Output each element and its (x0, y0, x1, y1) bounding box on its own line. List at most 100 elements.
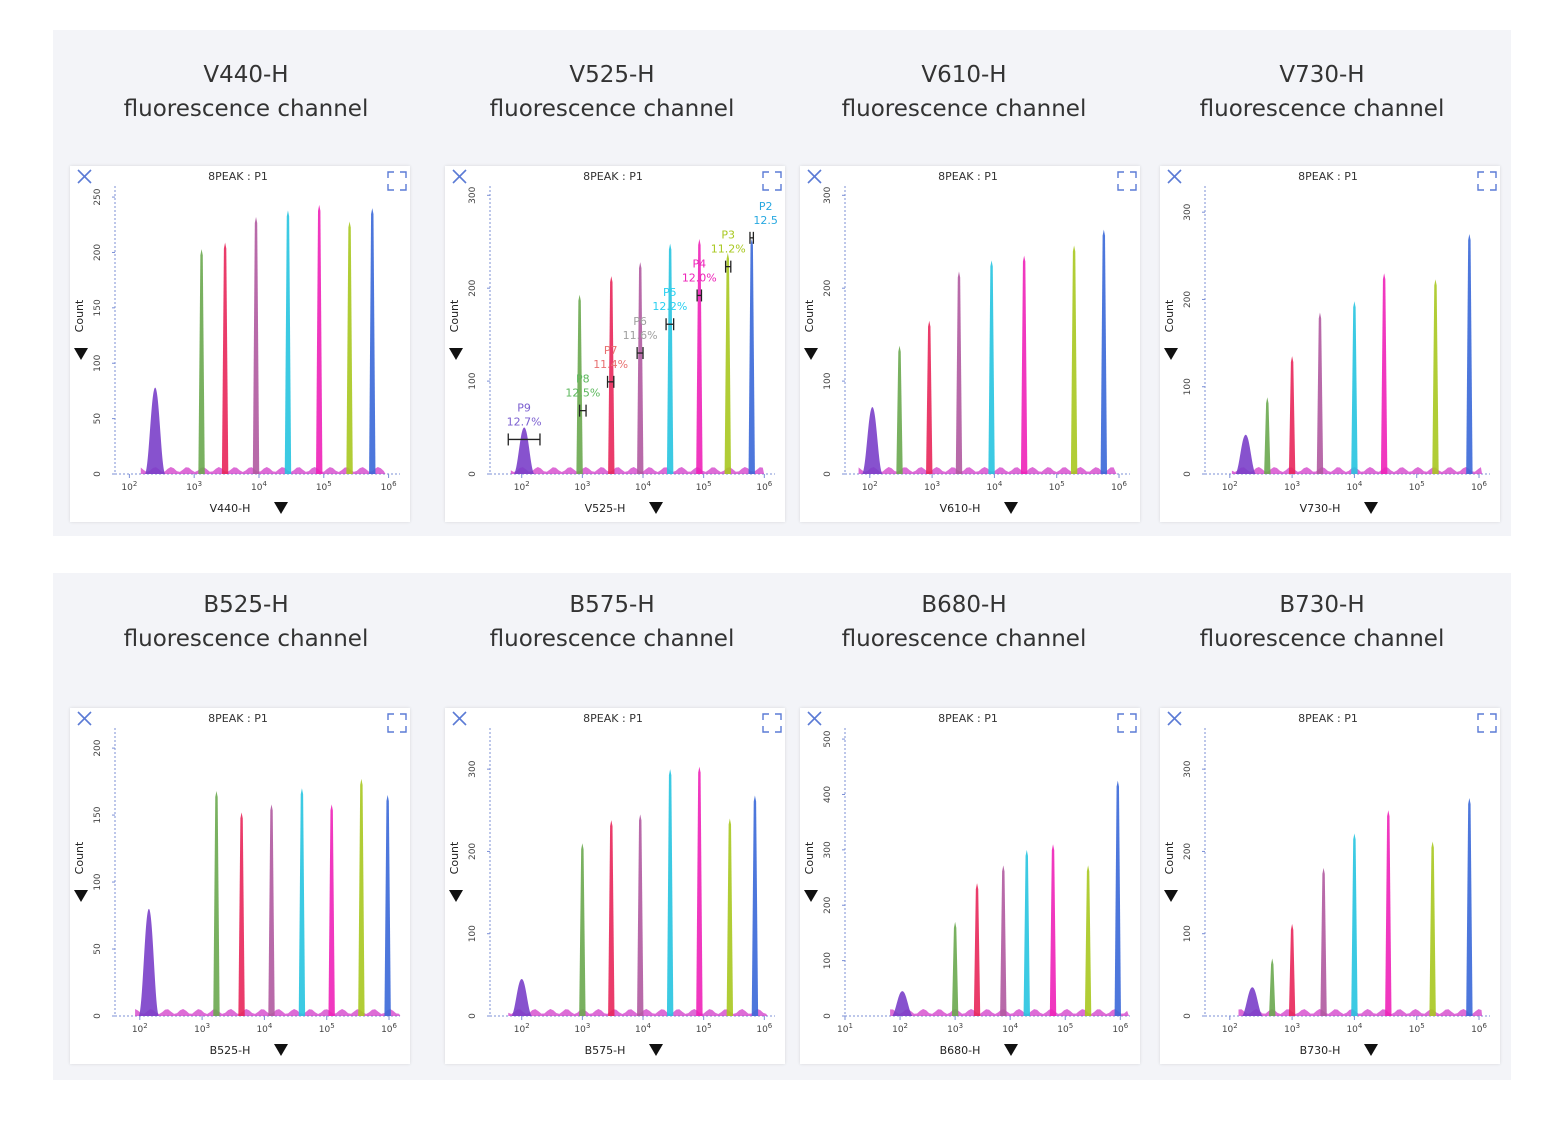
x-axis-dropdown-icon[interactable] (649, 502, 663, 514)
y-tick-label: 0 (468, 471, 478, 477)
expand-icon[interactable] (1477, 713, 1497, 733)
y-tick-label: 0 (823, 471, 833, 477)
channel-subtitle: fluorescence channel (841, 626, 1087, 652)
x-axis-dropdown-icon[interactable] (649, 1044, 663, 1056)
gate-percent: 11.4% (593, 358, 628, 371)
histogram-panel[interactable]: 8PEAK : P1 0 100 200 300 Count 102 103 104 105 106… (445, 166, 785, 522)
close-icon[interactable] (77, 711, 92, 726)
peak-7 (346, 221, 353, 474)
x-tick-label: 106 (1111, 480, 1127, 493)
channel-title: B575-H fluorescence channel (447, 588, 777, 656)
gate-name: P8 (576, 373, 590, 386)
x-tick-label: 102 (132, 1022, 148, 1035)
channel-name: V525-H (569, 62, 655, 88)
x-axis-dropdown-icon[interactable] (274, 1044, 288, 1056)
expand-icon[interactable] (762, 713, 782, 733)
x-axis-dropdown-icon[interactable] (1364, 1044, 1378, 1056)
close-icon[interactable] (1167, 169, 1182, 184)
y-axis-label: Count (448, 841, 461, 874)
close-icon[interactable] (452, 169, 467, 184)
y-axis-dropdown-icon[interactable] (74, 348, 88, 360)
panel-title: 8PEAK : P1 (583, 170, 643, 183)
x-axis-dropdown-icon[interactable] (274, 502, 288, 514)
x-tick-label: 104 (1002, 1022, 1018, 1035)
x-tick-label: 103 (574, 480, 590, 493)
x-tick-label: 105 (1049, 480, 1065, 493)
y-axis-label: Count (73, 841, 86, 874)
peak-3 (608, 276, 615, 474)
expand-icon[interactable] (762, 171, 782, 191)
expand-icon[interactable] (1117, 713, 1137, 733)
histogram-chart: 8PEAK : P1 0 100 200 300 Count 102 103 104 105 106… (448, 711, 782, 1057)
gate-name: P9 (517, 401, 531, 414)
close-icon[interactable] (807, 711, 822, 726)
x-axis-dropdown-icon[interactable] (1004, 1044, 1018, 1056)
peak-6 (1380, 273, 1388, 474)
x-tick-label: 103 (574, 1022, 590, 1035)
x-tick-label: 102 (514, 480, 530, 493)
close-icon[interactable] (807, 169, 822, 184)
channel-name: B525-H (203, 592, 289, 618)
peak-6 (1049, 844, 1057, 1016)
histogram-panel[interactable]: 8PEAK : P1 0 100 200 300 Count 102 103 104 105 106… (1160, 708, 1500, 1064)
expand-icon[interactable] (1117, 171, 1137, 191)
x-axis-dropdown-icon[interactable] (1364, 502, 1378, 514)
close-icon[interactable] (1167, 711, 1182, 726)
close-icon[interactable] (77, 169, 92, 184)
channel-title: V730-H fluorescence channel (1157, 58, 1487, 126)
channel-name: B575-H (569, 592, 655, 618)
x-tick-label: 105 (319, 1022, 335, 1035)
y-tick-label: 250 (93, 188, 103, 205)
peak-4 (252, 217, 260, 474)
channel-subtitle: fluorescence channel (1199, 626, 1445, 652)
histogram-panel[interactable]: 8PEAK : P1 0 100 200 300 Count 102 103 104 105 106… (1160, 166, 1500, 522)
peak-8 (1100, 229, 1108, 474)
channel-subtitle: fluorescence channel (123, 96, 369, 122)
y-axis-dropdown-icon[interactable] (804, 348, 818, 360)
y-tick-label: 100 (823, 952, 833, 969)
peak-8 (1466, 234, 1473, 474)
x-tick-label: 105 (1409, 480, 1425, 493)
x-tick-label: 106 (756, 1022, 772, 1035)
histogram-panel[interactable]: 8PEAK : P1 0 100 200 300 Count 102 103 104 105 106… (800, 166, 1140, 522)
y-tick-label: 200 (468, 279, 478, 296)
x-tick-label: 106 (1112, 1022, 1128, 1035)
peak-1 (145, 387, 166, 474)
histogram-panel[interactable]: 8PEAK : P1 0 100 200 300 400 500 Count 101 102 103… (800, 708, 1140, 1064)
x-axis-label: V440-H (210, 502, 251, 515)
channel-subtitle: fluorescence channel (841, 96, 1087, 122)
y-axis-dropdown-icon[interactable] (1164, 348, 1178, 360)
expand-icon[interactable] (387, 713, 407, 733)
y-axis-dropdown-icon[interactable] (804, 890, 818, 902)
histogram-chart: 8PEAK : P1 0 100 200 300 Count 102 103 104 105 106… (1163, 169, 1497, 515)
y-axis-dropdown-icon[interactable] (449, 890, 463, 902)
peak-4 (1316, 312, 1324, 474)
histogram-panel[interactable]: 8PEAK : P1 0 50 100 150 200 250 Count 102 103 104 1… (70, 166, 410, 522)
expand-icon[interactable] (1477, 171, 1497, 191)
peak-6 (1020, 255, 1028, 474)
y-tick-label: 0 (468, 1013, 478, 1019)
y-tick-label: 300 (823, 841, 833, 858)
y-tick-label: 300 (823, 186, 833, 203)
histogram-panel[interactable]: 8PEAK : P1 0 100 200 300 Count 102 103 104 105 106… (445, 708, 785, 1064)
y-axis-dropdown-icon[interactable] (1164, 890, 1178, 902)
x-axis-label: B680-H (940, 1044, 981, 1057)
y-axis-dropdown-icon[interactable] (74, 890, 88, 902)
x-tick-label: 104 (256, 1022, 272, 1035)
x-tick-label: 104 (635, 480, 651, 493)
expand-icon[interactable] (387, 171, 407, 191)
y-axis-dropdown-icon[interactable] (449, 348, 463, 360)
x-axis-dropdown-icon[interactable] (1004, 502, 1018, 514)
channel-title: B680-H fluorescence channel (799, 588, 1129, 656)
peak-3 (926, 320, 933, 474)
histogram-panel[interactable]: 8PEAK : P1 0 50 100 150 200 Count 102 103 104 105 1… (70, 708, 410, 1064)
close-icon[interactable] (452, 711, 467, 726)
